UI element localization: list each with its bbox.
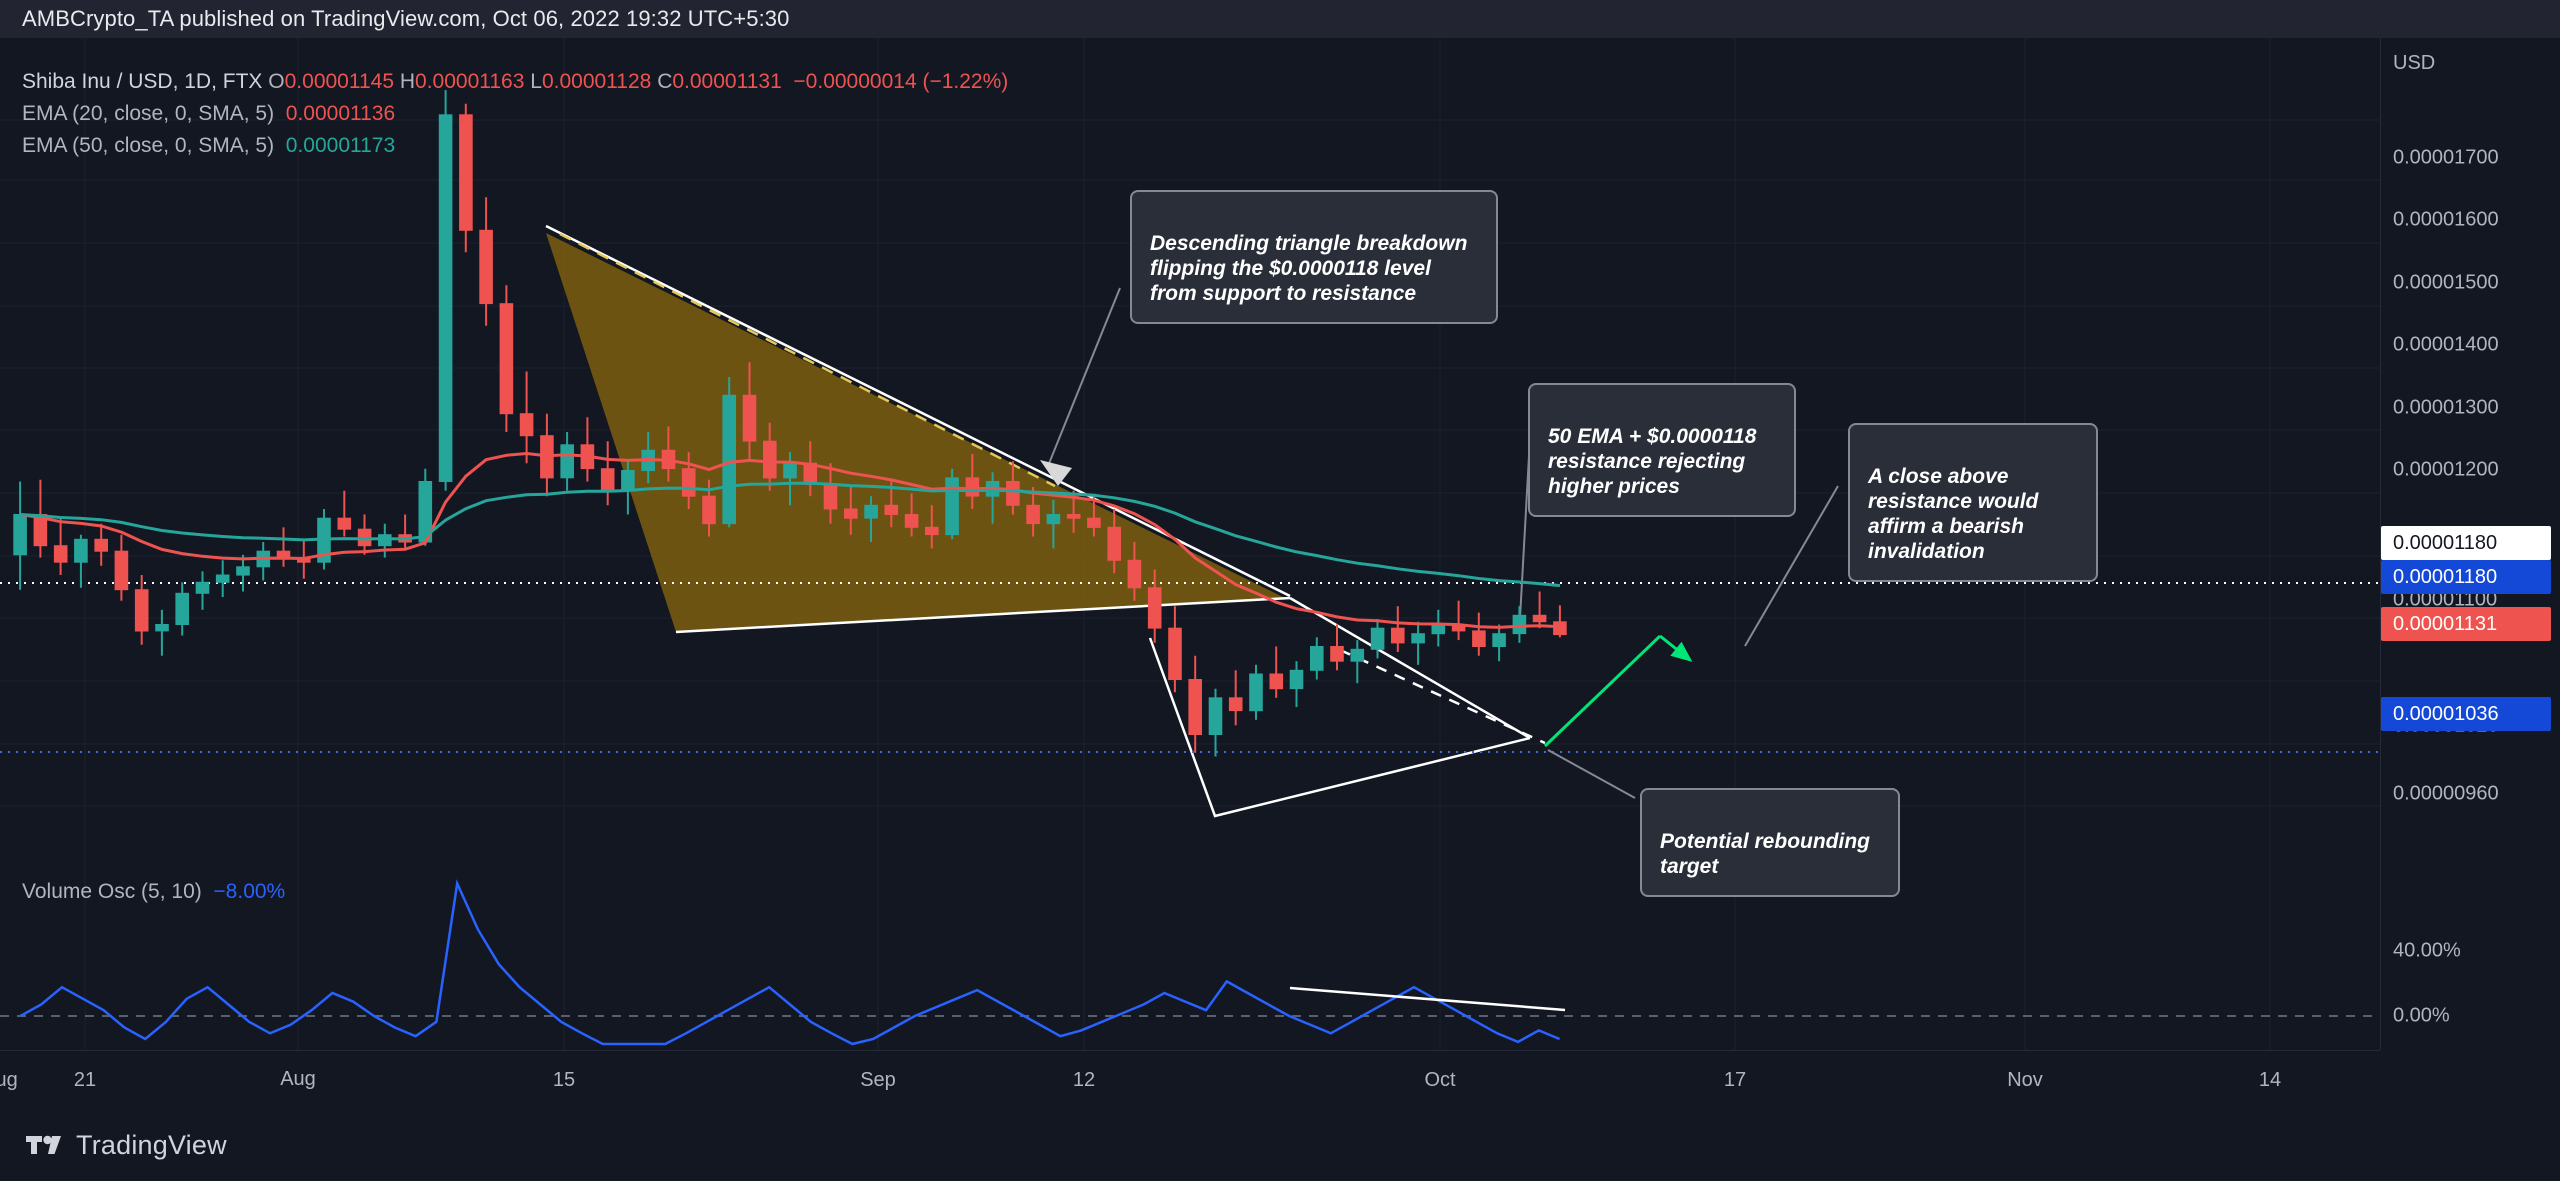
price-axis[interactable]: USD 0.00001700 0.00001600 0.00001500 0.0… <box>2380 38 2560 1050</box>
legend-low-label: L <box>530 70 542 93</box>
leader-line-rebound-note <box>1547 749 1636 799</box>
legend-open-value: 0.00001145 <box>284 70 395 93</box>
annotation-text: A close above resistance would affirm a … <box>1868 465 2039 563</box>
date-tick-7: Nov <box>2007 1069 2043 1091</box>
date-tick-4: 12 <box>1072 1069 1096 1091</box>
volume-osc-line <box>19 879 1561 1046</box>
resistance-price-badge[interactable]: 0.00001180 <box>2381 526 2551 560</box>
ema50-value: 0.00001173 <box>285 134 396 157</box>
volume-osc-value: −8.00% <box>213 880 286 903</box>
volume-tick-1: 0.00% <box>2393 1004 2450 1027</box>
projection-down-arrow <box>1659 634 1693 662</box>
price-tick-1: 0.00001600 <box>2393 208 2499 231</box>
volume-divergence-trendline <box>1289 986 1566 1012</box>
price-tick-5: 0.00001200 <box>2393 458 2499 481</box>
legend-high-value: 0.00001163 <box>415 70 525 93</box>
leader-arrowhead-triangle-note <box>1040 460 1072 486</box>
annotation-descending-triangle-note[interactable]: Descending triangle breakdown flipping t… <box>1130 190 1498 324</box>
tradingview-logo[interactable]: TradingView <box>26 1130 227 1161</box>
date-tick-1: Aug <box>0 1069 18 1091</box>
legend-close-label: C <box>657 70 673 93</box>
ema50-label: EMA (50, close, 0, SMA, 5) <box>22 134 275 157</box>
annotation-rebound-target-note[interactable]: Potential rebounding target <box>1640 788 1900 897</box>
date-tick-8: 14 <box>2258 1069 2282 1091</box>
volume-osc-label: Volume Osc (5, 10) <box>22 880 202 903</box>
legend-symbol: Shiba Inu / USD, 1D, FTX <box>22 70 263 93</box>
triangle-lower-support <box>675 596 1291 634</box>
publisher-text: AMBCrypto_TA published on TradingView.co… <box>22 6 790 31</box>
ema20-value: 0.00001136 <box>285 102 396 125</box>
volume-osc-legend[interactable]: Volume Osc (5, 10) −8.00% <box>22 880 285 904</box>
chart-surface[interactable]: Descending triangle breakdown flipping t… <box>0 38 2380 1050</box>
level-price-badge[interactable]: 0.00001180 <box>2381 560 2551 594</box>
volume-tick-0: 40.00% <box>2393 939 2461 962</box>
ema20-label: EMA (20, close, 0, SMA, 5) <box>22 102 275 125</box>
legend-low-value: 0.00001128 <box>541 70 652 93</box>
triangle-mid-dashed-line <box>559 232 1056 488</box>
date-axis[interactable]: 21 Aug 15 Sep 12 Oct 17 Nov 14 <box>0 1050 2380 1110</box>
tradingview-mark-icon <box>26 1135 61 1154</box>
annotation-ema-resistance-note[interactable]: 50 EMA + $0.0000118 resistance rejecting… <box>1528 383 1796 517</box>
price-axis-unit: USD <box>2393 52 2436 74</box>
volume-vertical-gridlines <box>84 848 2271 1050</box>
legend-row-ema50[interactable]: EMA (50, close, 0, SMA, 5) 0.00001173 <box>22 130 1008 162</box>
annotation-bearish-invalidation-note[interactable]: A close above resistance would affirm a … <box>1848 423 2098 582</box>
price-tick-4: 0.00001300 <box>2393 396 2499 419</box>
legend-close-value: 0.00001131 <box>672 70 782 93</box>
annotation-text: Descending triangle breakdown flipping t… <box>1150 232 1468 305</box>
annotation-text: 50 EMA + $0.0000118 resistance rejecting… <box>1548 425 1757 498</box>
date-tick-2: 15 <box>552 1069 576 1091</box>
legend-open-label: O <box>268 70 285 93</box>
footer: TradingView <box>0 1110 2560 1181</box>
price-tick-2: 0.00001500 <box>2393 271 2499 294</box>
breakdown-wedge <box>1148 637 1531 818</box>
legend-high-label: H <box>399 70 416 93</box>
last-price-badge[interactable]: 0.00001131 <box>2381 607 2551 641</box>
ema50-line <box>20 481 1561 588</box>
dashed-descending-guide <box>1339 648 1546 745</box>
legend-change-value: −0.00000014 (−1.22%) <box>793 70 1009 93</box>
annotation-text: Potential rebounding target <box>1660 830 1870 878</box>
volume-pane-canvas <box>0 848 2380 1050</box>
date-tick-0: 21 <box>73 1069 97 1091</box>
date-tick-5: Oct <box>1424 1069 1456 1091</box>
ema20-line <box>19 451 1560 629</box>
publisher-bar: AMBCrypto_TA published on TradingView.co… <box>0 0 2560 38</box>
projection-up-leg <box>1543 634 1662 748</box>
price-tick-3: 0.00001400 <box>2393 333 2499 356</box>
legend-row-ema20[interactable]: EMA (20, close, 0, SMA, 5) 0.00001136 <box>22 98 1008 130</box>
price-tick-0: 0.00001700 <box>2393 146 2499 169</box>
target-price-badge[interactable]: 0.00001036 <box>2381 697 2551 731</box>
price-tick-8: 0.00000960 <box>2393 782 2499 805</box>
price-tick-6: 0.00001100 <box>2393 588 2498 611</box>
date-tick-1-alt: Aug <box>280 1068 316 1090</box>
chart-legend: Shiba Inu / USD, 1D, FTX O0.00001145 H0.… <box>22 66 1008 162</box>
leader-line-triangle-note <box>1047 287 1121 467</box>
wedge-upper-leg <box>1289 596 1531 740</box>
date-tick-3: Sep <box>860 1069 896 1091</box>
tradingview-wordmark: TradingView <box>76 1130 227 1160</box>
date-tick-6: 17 <box>1723 1069 1747 1091</box>
legend-row-symbol[interactable]: Shiba Inu / USD, 1D, FTX O0.00001145 H0.… <box>22 66 1008 98</box>
